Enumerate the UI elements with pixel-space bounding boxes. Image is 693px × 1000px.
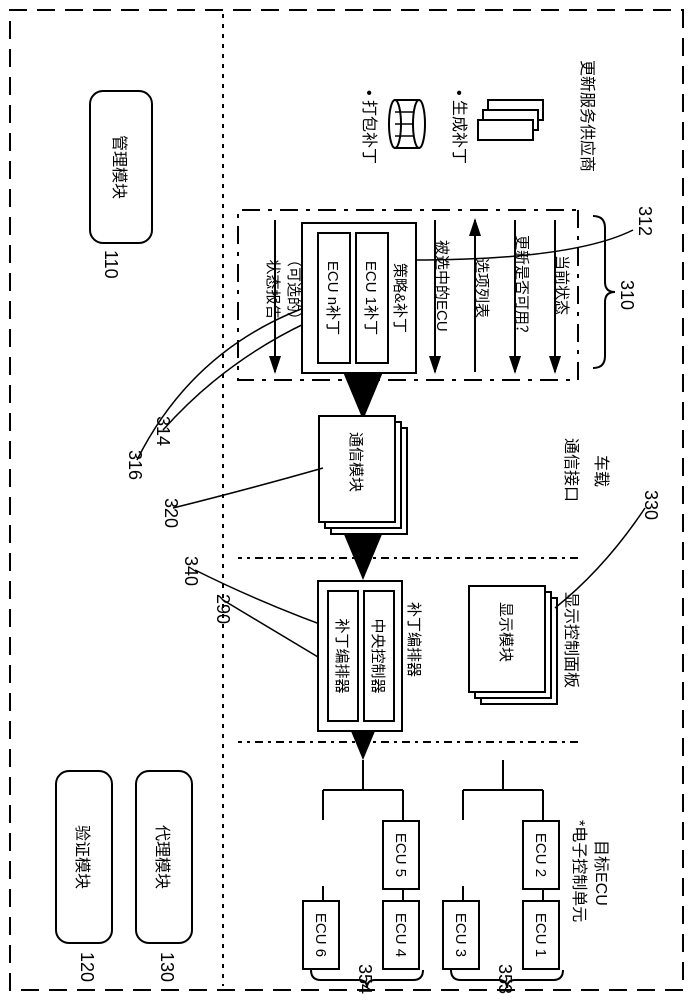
ref-130: 130	[156, 952, 177, 982]
box-ecu1-patch: ECU 1补丁	[355, 232, 389, 364]
ref-110: 110	[100, 250, 121, 279]
box-ecun-patch: ECU n补丁	[317, 232, 351, 364]
arrow-label-selected: 被选中的ECU	[432, 240, 453, 332]
box-ecu5: ECU 5	[382, 820, 420, 890]
ref-290: 290	[212, 594, 233, 624]
arrow-label-options: 选项列表	[472, 258, 493, 318]
bullet-pack-patch: 打包补丁	[359, 90, 383, 164]
ref-340: 340	[180, 556, 201, 586]
box-verify: 验证模块	[55, 770, 113, 944]
box-central-ctrl: 中央控制器	[363, 590, 395, 722]
arrow-label-curr: 当前状态	[552, 255, 573, 315]
box-patch-orch2: 补丁编排器	[327, 590, 359, 722]
ref-316: 316	[124, 450, 145, 480]
box-ecu2: ECU 2	[522, 820, 560, 890]
ref-320: 320	[160, 498, 181, 528]
label-target-ecu: 目标ECU	[591, 840, 615, 906]
ref-314: 314	[152, 416, 173, 446]
box-proxy: 代理模块	[135, 770, 193, 944]
box-ecu6: ECU 6	[302, 900, 340, 970]
arrow-label-status: （可选的） 状态报告	[263, 252, 305, 327]
ref-120: 120	[76, 952, 97, 982]
label-patch-orch-title: 补丁编排器	[404, 602, 425, 677]
arrow-label-avail: 更新是否可用？	[512, 235, 533, 340]
label-policy-patch: 策略&补丁	[390, 263, 411, 333]
label-update-provider: 更新服务供应商	[577, 60, 601, 172]
ref-310: 310	[616, 280, 637, 310]
label-onboard: 车载	[591, 455, 615, 487]
box-ecu4: ECU 4	[382, 900, 420, 970]
ref-330: 330	[640, 490, 661, 520]
box-ecu1: ECU 1	[522, 900, 560, 970]
ref-353: 353	[494, 964, 515, 994]
label-display-module: 显示模块	[496, 602, 517, 662]
ref-312: 312	[634, 206, 655, 236]
box-mgmt: 管理模块	[89, 90, 153, 244]
ref-354: 354	[354, 964, 375, 994]
label-display-panel: 显示控制面板	[561, 592, 585, 688]
bullet-gen-patch: 生成补丁	[449, 90, 473, 164]
label-comm-module: 通信模块	[346, 432, 367, 492]
box-ecu3: ECU 3	[442, 900, 480, 970]
label-comm-if: 通信接口	[561, 438, 585, 502]
label-ecu-note: *电子控制单元	[569, 820, 593, 922]
